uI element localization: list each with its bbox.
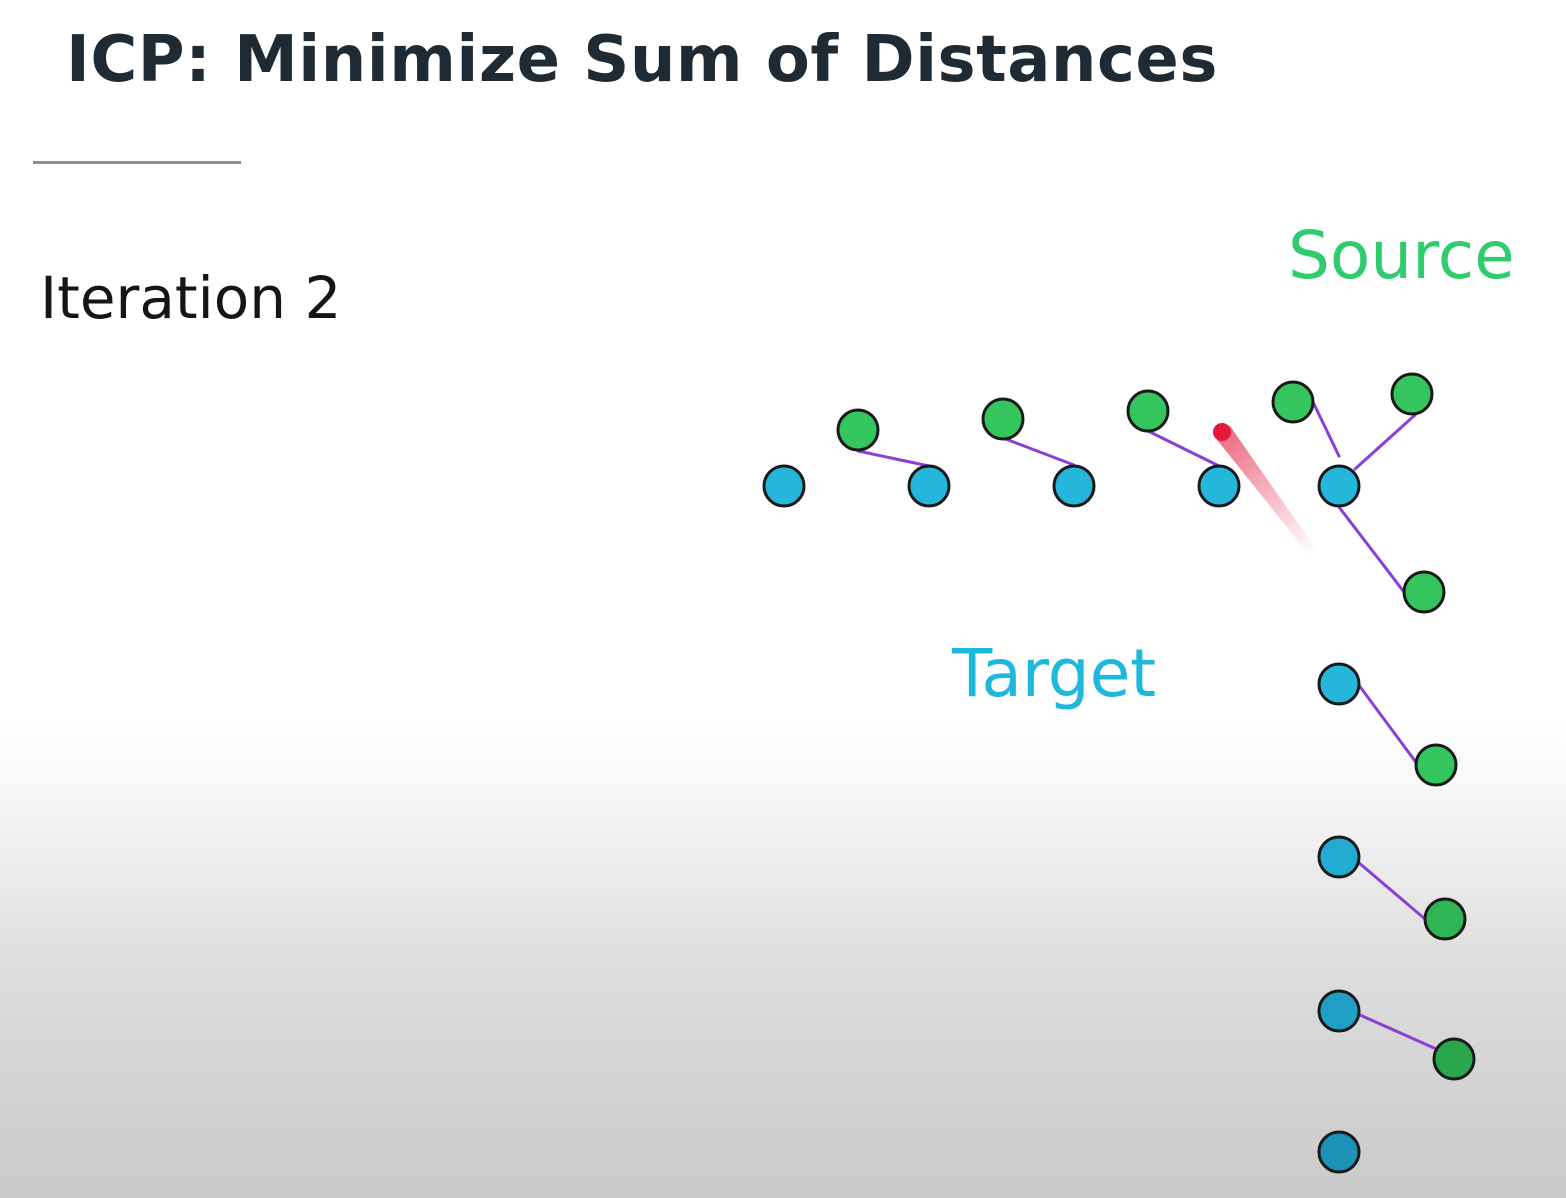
source-point [1126,389,1170,433]
correspondence-line [1356,860,1427,921]
target-point [907,464,951,508]
target-point [1052,464,1096,508]
source-label: Source [1288,217,1515,294]
correspondence-lines [856,398,1436,1050]
target-points [762,464,1361,1174]
correspondence-line [1146,429,1221,468]
source-point [836,408,880,452]
source-point [1423,897,1467,941]
target-point [1317,1130,1361,1174]
target-point [1197,464,1241,508]
slide-title: ICP: Minimize Sum of Distances [66,23,1218,97]
target-point [1317,464,1361,508]
title-underline [33,161,241,164]
pointer-trail [1214,426,1318,556]
source-point [981,397,1025,441]
source-points [836,372,1476,1081]
source-point [1414,743,1458,787]
target-point [762,464,806,508]
source-point [1402,570,1446,614]
correspondence-line [1353,413,1417,471]
correspondence-line [1337,505,1406,594]
correspondence-line [856,449,931,468]
source-point [1432,1037,1476,1081]
correspondence-line [1001,436,1076,467]
target-label: Target [952,635,1157,712]
target-point [1317,662,1361,706]
target-point [1317,835,1361,879]
iteration-label: Iteration 2 [40,264,342,332]
laser-pointer [1213,423,1318,556]
pointer-dot [1213,423,1231,441]
correspondence-line [1356,682,1420,767]
target-point [1317,989,1361,1033]
correspondence-line [1310,398,1341,458]
correspondence-line [1358,1013,1436,1050]
source-point [1390,372,1434,416]
source-point [1271,380,1315,424]
